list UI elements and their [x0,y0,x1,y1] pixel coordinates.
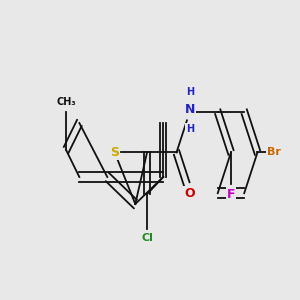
Text: Br: Br [267,148,280,158]
Text: O: O [184,187,195,200]
Text: F: F [227,188,235,201]
Text: H: H [186,124,194,134]
Text: H: H [186,87,194,97]
Text: CH₃: CH₃ [56,97,76,107]
Text: N: N [184,103,195,116]
Text: S: S [110,146,119,159]
Text: N: N [184,105,195,118]
Text: Cl: Cl [141,233,153,243]
